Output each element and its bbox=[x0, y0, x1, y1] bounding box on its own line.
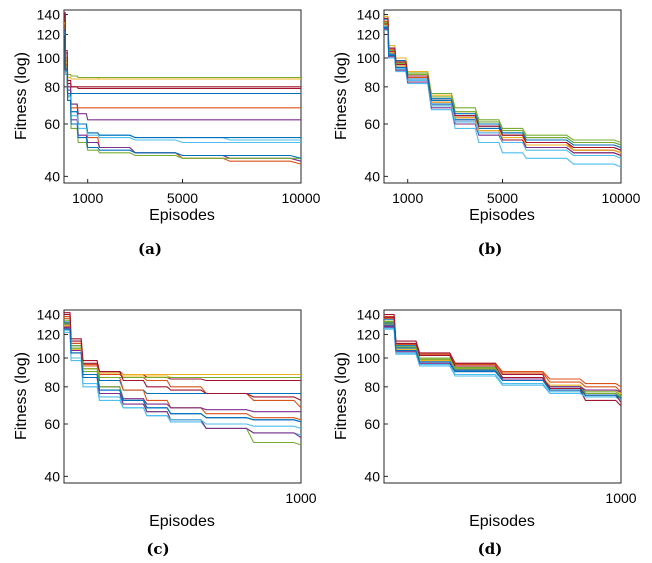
y-tick-label: 100 bbox=[357, 350, 381, 366]
y-tick-label: 140 bbox=[37, 307, 61, 323]
panel-caption: (b) bbox=[478, 240, 503, 258]
y-tick-label: 140 bbox=[357, 7, 381, 23]
x-axis-label: Episodes bbox=[469, 207, 535, 224]
series-line bbox=[64, 321, 301, 395]
series-line bbox=[384, 23, 622, 154]
y-tick-label: 40 bbox=[364, 468, 380, 484]
series-line bbox=[64, 324, 301, 376]
y-tick-label: 140 bbox=[37, 7, 61, 23]
x-axis-label: Episodes bbox=[469, 513, 535, 530]
y-tick-label: 100 bbox=[37, 350, 61, 366]
series-line bbox=[384, 29, 622, 168]
panel-caption: (a) bbox=[138, 240, 162, 258]
panel-b: 40 60 80 100 120 140 1000 5000 10000 Fitness (lo… bbox=[333, 7, 641, 258]
y-tick-label: 60 bbox=[364, 416, 380, 432]
y-tick-label: 40 bbox=[44, 468, 60, 484]
plot-area: 40 60 80 100 120 140 1000 5000 10000 bbox=[357, 7, 641, 206]
y-tick-label: 120 bbox=[357, 26, 381, 42]
y-tick-label: 80 bbox=[364, 379, 380, 395]
y-tick-label: 140 bbox=[357, 307, 381, 323]
plot-area: 40 60 80 100 120 140 1000 bbox=[37, 307, 317, 506]
y-axis-label: Fitness (log) bbox=[13, 352, 30, 440]
plot-area: 40 60 80 100 120 140 1000 5000 10000 bbox=[37, 7, 321, 206]
y-tick-label: 80 bbox=[364, 79, 380, 95]
x-tick-label: 5000 bbox=[167, 190, 198, 206]
series-line bbox=[64, 27, 301, 139]
x-tick-label: 1000 bbox=[392, 190, 423, 206]
series-line bbox=[384, 17, 622, 151]
series-line bbox=[384, 317, 622, 393]
y-axis-label: Fitness (log) bbox=[13, 52, 30, 140]
x-tick-label: 1000 bbox=[605, 490, 636, 506]
y-tick-label: 60 bbox=[44, 116, 60, 132]
y-tick-label: 60 bbox=[364, 116, 380, 132]
series-line bbox=[384, 313, 622, 407]
series-line bbox=[384, 27, 622, 157]
panel-caption: (d) bbox=[478, 540, 503, 558]
series-line bbox=[64, 322, 301, 379]
series-line bbox=[64, 25, 301, 109]
x-tick-label: 10000 bbox=[282, 190, 321, 206]
y-tick-label: 120 bbox=[357, 326, 381, 342]
y-tick-label: 120 bbox=[37, 26, 61, 42]
plot-frame bbox=[63, 9, 302, 184]
y-axis-label: Fitness (log) bbox=[333, 352, 350, 440]
series-line bbox=[64, 328, 302, 423]
plot-frame bbox=[383, 9, 622, 184]
y-tick-label: 60 bbox=[44, 416, 60, 432]
x-tick-label: 5000 bbox=[487, 190, 518, 206]
series-line bbox=[384, 328, 622, 401]
y-tick-label: 100 bbox=[37, 50, 61, 66]
y-tick-label: 80 bbox=[44, 79, 60, 95]
y-tick-label: 40 bbox=[364, 168, 380, 184]
series-line bbox=[64, 22, 301, 80]
x-tick-label: 1000 bbox=[285, 490, 316, 506]
x-axis-label: Episodes bbox=[149, 513, 215, 530]
panel-a: 40 60 80 100 120 140 1000 5000 10000 Fitness (lo… bbox=[13, 7, 321, 258]
y-tick-label: 100 bbox=[357, 50, 381, 66]
series-line bbox=[64, 326, 302, 439]
y-tick-label: 120 bbox=[37, 326, 61, 342]
series-line bbox=[384, 27, 622, 149]
x-tick-label: 1000 bbox=[72, 190, 103, 206]
series-line bbox=[64, 312, 302, 401]
y-tick-label: 80 bbox=[44, 379, 60, 395]
series-line bbox=[64, 29, 302, 162]
plot-frame bbox=[63, 309, 302, 484]
series-line bbox=[64, 28, 301, 121]
x-tick-label: 10000 bbox=[602, 190, 641, 206]
series-line bbox=[384, 324, 622, 400]
series-line bbox=[64, 329, 302, 429]
panel-caption: (c) bbox=[146, 540, 169, 558]
series-line bbox=[64, 315, 302, 421]
panel-c: 40 60 80 100 120 140 1000 Fitness (log) Episod… bbox=[13, 307, 317, 558]
series-line bbox=[64, 25, 301, 95]
plot-area: 40 60 80 100 120 140 1000 bbox=[357, 307, 637, 506]
y-tick-label: 40 bbox=[44, 168, 60, 184]
series-line bbox=[384, 321, 622, 398]
series-line bbox=[64, 12, 301, 88]
y-axis-label: Fitness (log) bbox=[333, 52, 350, 140]
panel-d: 40 60 80 100 120 140 1000 Fitness (log) Episod… bbox=[333, 307, 637, 558]
series-line bbox=[384, 24, 622, 154]
series-line bbox=[64, 31, 301, 141]
series-line bbox=[64, 21, 301, 79]
series-line bbox=[64, 23, 301, 80]
series-line bbox=[64, 30, 302, 159]
x-axis-label: Episodes bbox=[149, 207, 215, 224]
